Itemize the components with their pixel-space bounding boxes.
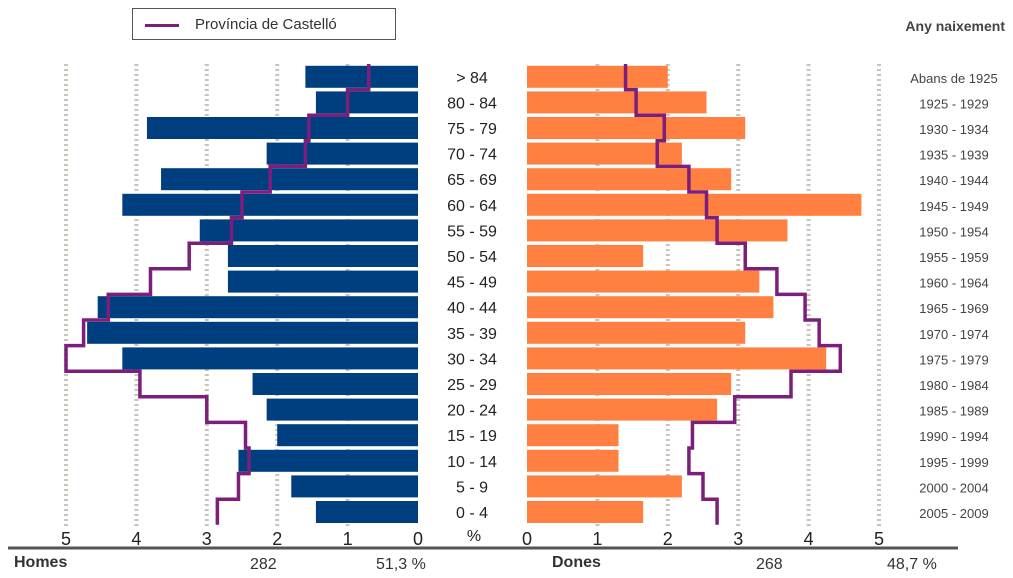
- female-bar: [527, 424, 619, 447]
- birth-year-label: 1980 - 1984: [919, 378, 988, 393]
- age-group-label: 45 - 49: [447, 275, 497, 292]
- birth-year-label: 1935 - 1939: [919, 148, 988, 163]
- age-group-label: 75 - 79: [447, 121, 497, 138]
- male-bar: [227, 245, 418, 267]
- birth-year-label: 1930 - 1934: [919, 122, 988, 137]
- birth-year-label: 1975 - 1979: [919, 352, 988, 367]
- male-bar: [305, 65, 418, 88]
- male-bar: [277, 424, 418, 447]
- age-group-label: 15 - 19: [447, 428, 497, 445]
- age-group-label: 80 - 84: [447, 95, 497, 112]
- female-bar: [527, 91, 707, 114]
- male-bar: [227, 270, 418, 293]
- left-tick-label: 5: [61, 529, 71, 549]
- female-bar: [527, 449, 619, 472]
- right-tick-label: 2: [663, 529, 673, 549]
- birth-year-label: 1925 - 1929: [919, 96, 988, 111]
- age-group-label: 5 - 9: [456, 479, 488, 496]
- female-bar: [527, 501, 644, 523]
- female-bar: [527, 296, 774, 319]
- male-bar: [122, 347, 418, 370]
- birth-year-label: 2000 - 2004: [919, 480, 988, 495]
- age-group-label: 0 - 4: [456, 505, 488, 522]
- female-bar: [527, 270, 760, 293]
- male-bar: [146, 117, 418, 139]
- male-bar: [87, 321, 419, 344]
- female-bar: [527, 117, 746, 139]
- male-bar: [266, 142, 418, 165]
- right-tick-label: 0: [522, 529, 532, 549]
- left-tick-label: 0: [413, 529, 423, 549]
- birth-year-label: 1990 - 1994: [919, 429, 988, 444]
- right-tick-label: 3: [733, 529, 743, 549]
- female-bar: [527, 65, 668, 88]
- male-bar: [122, 193, 418, 216]
- age-group-label: 60 - 64: [447, 198, 497, 215]
- birth-year-label: 1945 - 1949: [919, 199, 988, 214]
- male-bar: [97, 296, 419, 319]
- male-bar: [161, 168, 419, 191]
- female-bar: [527, 193, 862, 216]
- age-group-label: 30 - 34: [447, 351, 497, 368]
- legend-label: Província de Castelló: [195, 16, 337, 33]
- female-bar: [527, 168, 732, 191]
- age-group-label: 25 - 29: [447, 377, 497, 394]
- birth-year-label: 1955 - 1959: [919, 250, 988, 265]
- male-bar: [315, 91, 418, 114]
- age-group-label: 35 - 39: [447, 326, 497, 343]
- left-tick-label: 4: [131, 529, 141, 549]
- birth-year-label: 2005 - 2009: [919, 506, 988, 521]
- age-group-label: 70 - 74: [447, 147, 497, 164]
- female-bar: [527, 321, 746, 344]
- legend-swatch: [145, 24, 179, 27]
- age-group-label: 10 - 14: [447, 454, 497, 471]
- female-bar: [527, 245, 644, 267]
- female-bar: [527, 219, 788, 242]
- axis-unit-label: %: [467, 528, 481, 545]
- female-bar: [527, 475, 682, 498]
- left-tick-label: 2: [272, 529, 282, 549]
- age-group-label: 40 - 44: [447, 300, 497, 317]
- age-group-label: 50 - 54: [447, 249, 497, 266]
- left-tick-label: 1: [343, 529, 353, 549]
- male-total: 282: [250, 556, 277, 573]
- legend: Província de Castelló: [132, 8, 396, 40]
- male-bar: [291, 475, 418, 498]
- birth-year-label: Abans de 1925: [910, 71, 997, 86]
- female-footer-label: Dones: [552, 554, 601, 571]
- female-total: 268: [756, 556, 783, 573]
- birth-year-label: 1970 - 1974: [919, 327, 988, 342]
- male-bar: [315, 501, 418, 523]
- female-bar: [527, 373, 732, 395]
- right-tick-label: 5: [874, 529, 884, 549]
- left-tick-label: 3: [202, 529, 212, 549]
- right-tick-label: 1: [592, 529, 602, 549]
- birth-year-label: 1995 - 1999: [919, 455, 988, 470]
- male-bar: [252, 373, 418, 395]
- right-tick-label: 4: [804, 529, 814, 549]
- birth-year-label: 1960 - 1964: [919, 276, 988, 291]
- birth-year-label: 1985 - 1989: [919, 404, 988, 419]
- male-bar: [238, 449, 418, 472]
- age-group-label: 55 - 59: [447, 223, 497, 240]
- male-bar: [199, 219, 418, 242]
- male-percent: 51,3 %: [376, 556, 426, 573]
- male-bar: [266, 398, 418, 421]
- birth-year-label: 1950 - 1954: [919, 224, 988, 239]
- province-line-female: [623, 64, 843, 525]
- female-bar: [527, 398, 718, 421]
- birth-year-label: 1940 - 1944: [919, 173, 988, 188]
- male-footer-label: Homes: [14, 554, 68, 571]
- birth-year-label: 1965 - 1969: [919, 301, 988, 316]
- birth-year-header: Any naixement: [905, 18, 1005, 34]
- age-group-label: > 84: [456, 70, 488, 87]
- female-percent: 48,7 %: [887, 556, 937, 573]
- age-group-label: 20 - 24: [447, 403, 497, 420]
- female-bar: [527, 142, 682, 165]
- female-bar: [527, 347, 827, 370]
- age-group-label: 65 - 69: [447, 172, 497, 189]
- province-line-male: [64, 64, 371, 525]
